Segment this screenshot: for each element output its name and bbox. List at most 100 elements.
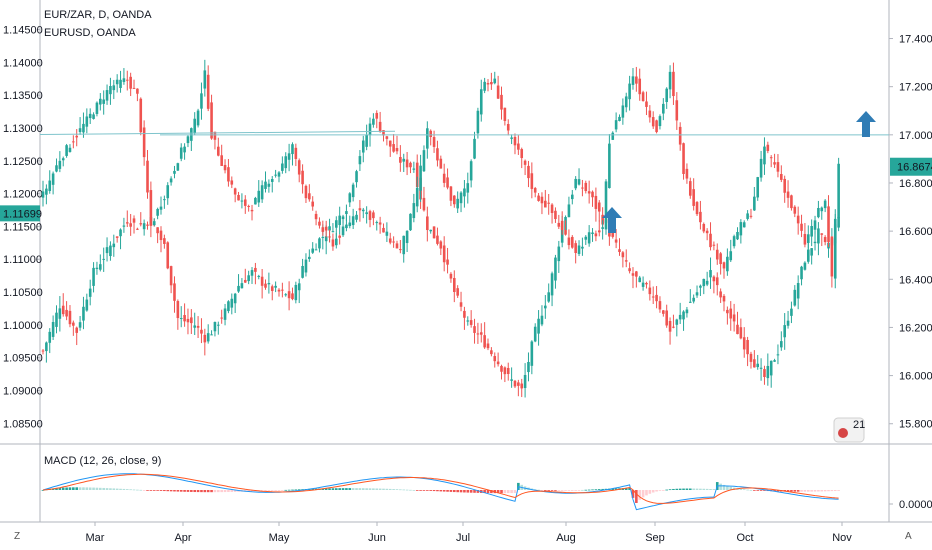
eurusd-candle xyxy=(405,159,409,168)
macd-histogram-bar xyxy=(227,490,230,493)
macd-histogram-bar xyxy=(358,488,362,490)
macd-histogram-bar xyxy=(678,488,682,490)
eurusd-candle xyxy=(311,248,315,253)
macd-histogram-bar xyxy=(614,488,618,490)
eurzar-candle xyxy=(493,78,497,84)
eurusd-candle xyxy=(732,314,736,322)
eurusd-candle xyxy=(250,270,254,276)
eurusd-candle xyxy=(335,220,338,228)
macd-histogram-bar xyxy=(658,490,662,491)
eurusd-candle xyxy=(55,312,58,327)
macd-histogram-bar xyxy=(361,488,365,490)
macd-histogram-bar xyxy=(270,490,274,491)
macd-histogram-bar xyxy=(692,488,695,490)
macd-histogram-bar xyxy=(577,490,581,491)
eurusd-candle xyxy=(321,236,325,238)
eurzar-candle xyxy=(314,213,318,220)
eurusd-candle xyxy=(648,287,652,295)
eurusd-candle xyxy=(176,301,180,319)
eurusd-candle xyxy=(753,359,756,368)
eurusd-candle xyxy=(699,285,702,288)
eurzar-candle xyxy=(628,83,631,100)
eurzar-candle xyxy=(520,149,524,159)
eurzar-candle xyxy=(712,244,716,246)
eurzar-candle xyxy=(523,160,527,165)
eurusd-candle xyxy=(550,273,554,296)
eurzar-candle xyxy=(591,232,594,235)
eurzar-candle xyxy=(678,126,682,145)
eurusd-candle xyxy=(220,317,223,319)
eurusd-candle xyxy=(817,228,820,244)
macd-histogram-bar xyxy=(335,488,338,490)
eurusd-candle xyxy=(769,360,773,376)
eurusd-candle xyxy=(267,282,271,285)
eurusd-candle xyxy=(426,216,429,231)
eurusd-candle xyxy=(574,178,577,189)
macd-histogram-bar xyxy=(810,490,813,492)
eurusd-candle xyxy=(61,305,65,315)
macd-histogram-bar xyxy=(422,490,426,491)
macd-histogram-bar xyxy=(284,489,288,491)
macd-histogram-bar xyxy=(99,487,102,490)
eurzar-candle xyxy=(200,93,203,109)
eurzar-candle xyxy=(318,221,321,226)
macd-histogram-bar xyxy=(675,488,679,490)
eurusd-candle xyxy=(324,236,328,242)
eurusd-candle xyxy=(506,367,510,375)
eurzar-candle xyxy=(88,113,92,119)
eurzar-candle xyxy=(688,181,692,196)
eurusd-candle xyxy=(314,249,318,251)
auto-scale-button[interactable]: A xyxy=(905,531,912,542)
eurusd-candle xyxy=(705,280,709,285)
eurzar-candle xyxy=(365,212,368,215)
eurzar-candle xyxy=(833,218,837,279)
eurzar-candle xyxy=(682,143,685,174)
left-tick-label: 1.13000 xyxy=(3,123,43,135)
macd-histogram-bar xyxy=(274,490,277,491)
macd-histogram-bar xyxy=(88,487,92,490)
time-tick-label: Sep xyxy=(645,532,665,544)
macd-histogram-bar xyxy=(712,489,716,490)
eurzar-candle xyxy=(608,143,611,189)
eurzar-candle xyxy=(193,118,197,133)
macd-histogram-bar xyxy=(709,488,712,490)
zoom-left-button[interactable]: Z xyxy=(14,531,21,542)
eurzar-candle xyxy=(227,167,230,182)
eurusd-candle xyxy=(759,367,763,369)
macd-histogram-bar xyxy=(139,489,143,491)
eurzar-candle xyxy=(449,186,453,201)
macd-histogram-bar xyxy=(682,488,685,490)
eurzar-candle xyxy=(500,94,503,110)
eurzar-candle xyxy=(48,180,52,191)
eurzar-candle xyxy=(803,233,807,245)
eurusd-candle xyxy=(328,226,331,231)
right-tick-label: 16.6000 xyxy=(899,226,932,238)
macd-histogram-bar xyxy=(574,490,577,491)
eurusd-candle xyxy=(301,265,304,278)
eurzar-candle xyxy=(564,230,567,235)
eurzar-candle xyxy=(291,144,294,155)
eurusd-candle xyxy=(254,267,257,272)
eurzar-candle xyxy=(813,220,817,230)
eurzar-candle xyxy=(732,236,736,247)
eurusd-candle xyxy=(820,233,824,235)
eurzar-candle xyxy=(388,238,392,243)
eurzar-candle xyxy=(739,222,743,236)
eurusd-candle xyxy=(402,158,406,162)
eurusd-candle xyxy=(284,294,288,296)
eurzar-candle xyxy=(786,191,790,198)
macd-histogram-bar xyxy=(112,488,116,490)
eurusd-candle xyxy=(810,248,813,256)
macd-histogram-bar xyxy=(92,487,95,490)
eurzar-candle xyxy=(233,188,237,195)
macd-histogram-bar xyxy=(442,490,446,492)
eurusd-candle xyxy=(287,291,291,299)
eurusd-candle xyxy=(385,136,389,139)
trend-line[interactable] xyxy=(39,130,396,136)
macd-histogram-bar xyxy=(759,490,763,491)
eurusd-candle xyxy=(237,285,240,292)
eurzar-candle xyxy=(719,253,722,265)
eurzar-candle xyxy=(92,114,95,119)
macd-histogram-bar xyxy=(61,487,65,490)
